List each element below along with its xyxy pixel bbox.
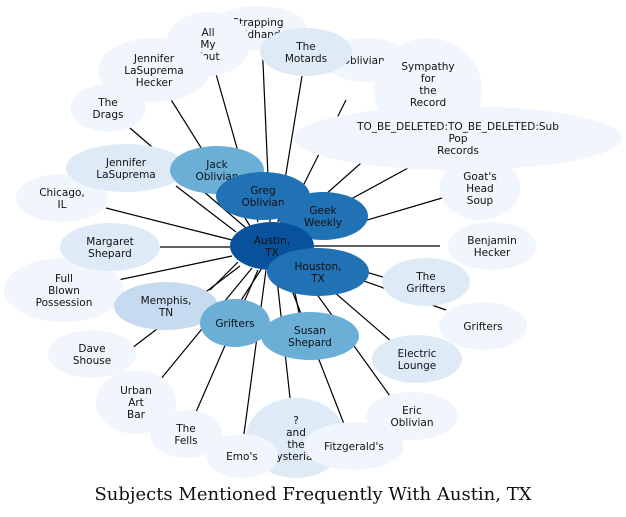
node-grifters-mid[interactable]: Grifters	[200, 299, 270, 347]
node-the-grifters[interactable]: The Grifters	[382, 258, 470, 306]
node-houston-ellipse	[267, 248, 369, 296]
node-oblivians-label: Oblivians	[342, 55, 390, 67]
node-goats-head-soup-label: Goat's Head Soup	[463, 171, 496, 207]
node-emos-label: Emo's	[226, 451, 258, 463]
node-the-motards-ellipse	[260, 28, 352, 76]
node-the-grifters-ellipse	[382, 258, 470, 306]
node-full-blown-label: Full Blown Possession	[36, 273, 93, 309]
node-full-blown-ellipse	[4, 258, 124, 322]
node-susan-shepard-label: Susan Shepard	[288, 325, 332, 349]
node-chicago-label: Chicago, IL	[39, 187, 85, 211]
node-sub-pop-label: TO_BE_DELETED:TO_BE_DELETED:Sub Pop Record…	[356, 121, 559, 157]
node-emos-ellipse	[206, 434, 278, 478]
node-jennifer-lasuprema-hecker[interactable]: Jennifer LaSuprema Hecker	[98, 38, 210, 102]
node-houston-label: Houston, TX	[295, 261, 342, 285]
node-chicago[interactable]: Chicago, IL	[16, 174, 108, 222]
node-the-fells-ellipse	[150, 410, 222, 458]
edge-austin-chicago	[105, 207, 233, 241]
node-the-motards-label: The Motards	[285, 41, 327, 65]
node-margaret-shepard-label: Margaret Shepard	[86, 236, 133, 260]
node-jennifer-lasuprema-ellipse	[66, 144, 186, 192]
node-grifters-mid-label: Grifters	[215, 318, 254, 330]
node-emos[interactable]: Emo's	[206, 434, 278, 478]
node-the-motards[interactable]: The Motards	[260, 28, 352, 76]
node-jennifer-lasuprema-label: Jennifer LaSuprema	[96, 157, 155, 181]
node-susan-shepard-ellipse	[261, 312, 359, 360]
node-grifters-right[interactable]: Grifters	[439, 302, 527, 350]
node-sub-pop[interactable]: TO_BE_DELETED:TO_BE_DELETED:Sub Pop Record…	[294, 106, 622, 170]
node-benjamin-hecker-label: Benjamin Hecker	[467, 235, 516, 259]
node-eric-oblivian[interactable]: Eric Oblivian	[366, 392, 458, 440]
node-the-fells[interactable]: The Fells	[150, 410, 222, 458]
node-geek-weekly-label: Geek Weekly	[304, 205, 342, 229]
node-grifters-mid-ellipse	[200, 299, 270, 347]
node-susan-shepard[interactable]: Susan Shepard	[261, 312, 359, 360]
node-urban-art-bar-ellipse	[96, 370, 176, 434]
node-jennifer-lasuprema-hecker-label: Jennifer LaSuprema Hecker	[124, 53, 183, 89]
node-the-drags-ellipse	[70, 84, 146, 132]
node-geek-weekly-ellipse	[278, 192, 368, 240]
node-margaret-shepard-ellipse	[60, 223, 160, 271]
edge-austin-full-blown	[117, 255, 233, 281]
node-greg-oblivian-label: Greg Oblivian	[242, 185, 285, 209]
node-goats-head-soup[interactable]: Goat's Head Soup	[440, 156, 520, 220]
node-the-drags[interactable]: The Drags	[70, 84, 146, 132]
node-urban-art-bar-label: Urban Art Bar	[120, 385, 152, 421]
diagram-caption: Subjects Mentioned Frequently With Austi…	[94, 484, 532, 505]
node-dave-shouse-ellipse	[48, 330, 136, 378]
node-jennifer-lasuprema[interactable]: Jennifer LaSuprema	[66, 144, 186, 192]
node-jennifer-lasuprema-hecker-ellipse	[98, 38, 210, 102]
node-eric-oblivian-ellipse	[366, 392, 458, 440]
node-memphis-ellipse	[114, 282, 218, 330]
node-electric-lounge-ellipse	[372, 335, 462, 383]
node-memphis-label: Memphis, TN	[141, 295, 192, 319]
node-memphis[interactable]: Memphis, TN	[114, 282, 218, 330]
node-fitzgeralds-ellipse	[304, 422, 404, 470]
node-electric-lounge[interactable]: Electric Lounge	[372, 335, 462, 383]
node-grifters-right-label: Grifters	[463, 321, 502, 333]
node-grifters-right-ellipse	[439, 302, 527, 350]
node-benjamin-hecker[interactable]: Benjamin Hecker	[448, 222, 536, 270]
node-austin-label: Austin, TX	[254, 235, 290, 259]
node-dave-shouse-label: Dave Shouse	[73, 343, 111, 367]
node-urban-art-bar[interactable]: Urban Art Bar	[96, 370, 176, 434]
node-dave-shouse[interactable]: Dave Shouse	[48, 330, 136, 378]
node-the-drags-label: The Drags	[93, 97, 124, 121]
node-jack-oblivian-label: Jack Oblivian	[196, 159, 239, 183]
node-the-fells-label: The Fells	[174, 423, 197, 447]
node-the-grifters-label: The Grifters	[406, 271, 445, 295]
node-fitzgeralds[interactable]: Fitzgerald's	[304, 422, 404, 470]
node-electric-lounge-label: Electric Lounge	[398, 348, 437, 372]
node-chicago-ellipse	[16, 174, 108, 222]
node-full-blown[interactable]: Full Blown Possession	[4, 258, 124, 322]
node-goats-head-soup-ellipse	[440, 156, 520, 220]
node-eric-oblivian-label: Eric Oblivian	[391, 405, 434, 429]
node-margaret-shepard[interactable]: Margaret Shepard	[60, 223, 160, 271]
node-fitzgeralds-label: Fitzgerald's	[324, 441, 384, 453]
edge-austin-emos	[243, 269, 267, 435]
node-geek-weekly[interactable]: Geek Weekly	[278, 192, 368, 240]
node-benjamin-hecker-ellipse	[448, 222, 536, 270]
node-houston[interactable]: Houston, TX	[267, 248, 369, 296]
edge-austin-jennifer-lasuprema	[175, 185, 237, 233]
node-sub-pop-ellipse	[294, 106, 622, 170]
